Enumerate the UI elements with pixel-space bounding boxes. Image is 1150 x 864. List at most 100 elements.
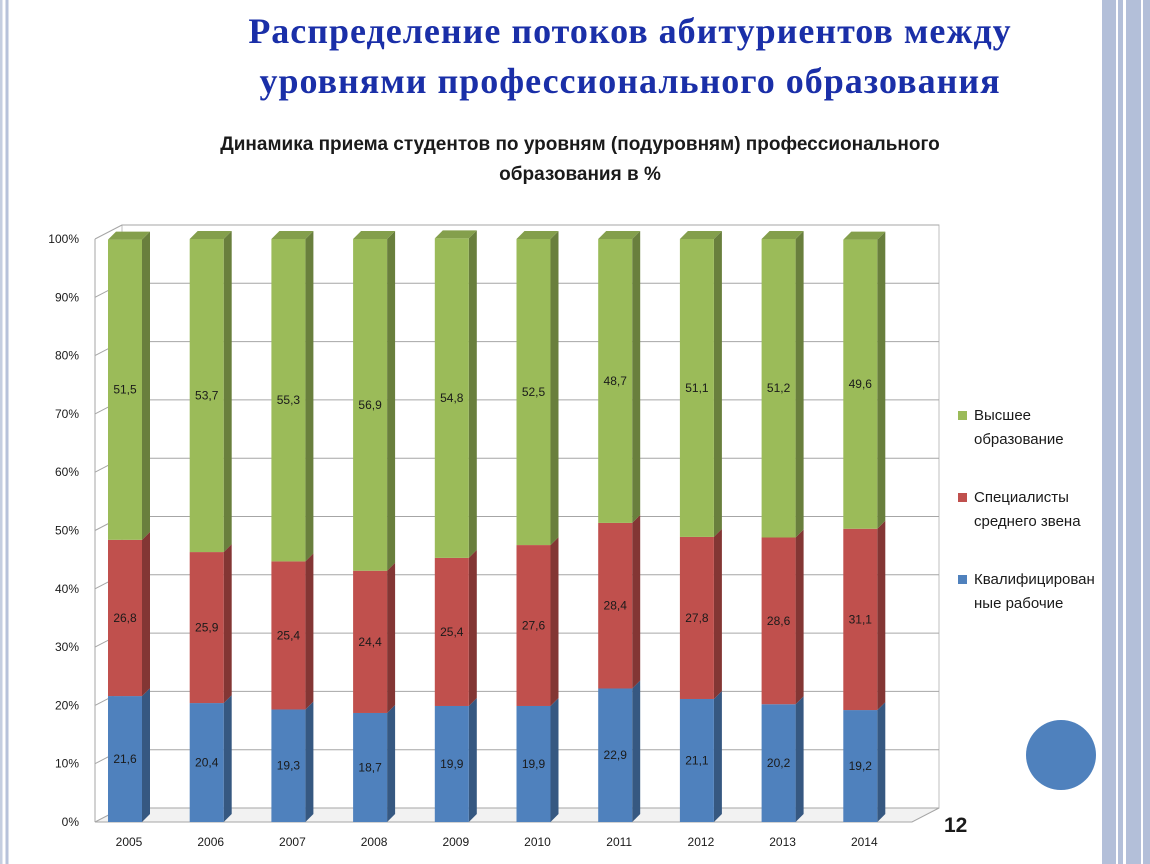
bar-side-2 [713, 231, 722, 537]
bar-side-2 [550, 231, 559, 546]
y-tick-label: 70% [55, 407, 79, 421]
bar-side-0 [877, 702, 886, 822]
bar-side-1 [795, 529, 804, 705]
page-number: 12 [944, 814, 968, 837]
x-tick-label: 2005 [116, 835, 143, 849]
bar-side-0 [142, 688, 150, 822]
x-tick-label: 2008 [361, 835, 388, 849]
bar-segment [679, 239, 714, 537]
data-label: 53,7 [195, 389, 219, 403]
bar-side-2 [142, 231, 150, 540]
bar-side-2 [877, 231, 886, 529]
bar-top [761, 231, 804, 239]
gridline-side [94, 224, 123, 240]
bar-segment [108, 539, 142, 697]
data-label: 28,6 [767, 614, 791, 628]
bar-segment [598, 688, 633, 822]
legend-label: среднего звена [974, 513, 1081, 530]
y-tick-label: 80% [55, 349, 79, 363]
data-label: 49,6 [849, 377, 873, 391]
bar-segment [434, 557, 469, 706]
data-label: 22,9 [604, 748, 628, 762]
bar-segment [271, 709, 306, 822]
bar-segment [761, 239, 796, 538]
bar-segment [598, 239, 633, 523]
y-tick-label: 40% [55, 582, 79, 596]
bar-segment [516, 545, 551, 706]
bar-top [843, 231, 886, 240]
data-label: 56,9 [358, 398, 382, 412]
slide-title-line-1: Распределение потоков абитуриентов между [248, 11, 1012, 51]
x-tick-label: 2012 [688, 835, 715, 849]
data-label: 21,1 [685, 753, 709, 767]
legend-label: ные рабочие [974, 595, 1063, 612]
bar-segment [761, 704, 796, 822]
bar-top [598, 231, 641, 239]
x-tick-label: 2013 [769, 835, 796, 849]
y-tick-label: 0% [62, 815, 80, 829]
data-label: 19,9 [522, 757, 546, 771]
chart-title-line-1: Динамика приема студентов по уровням (по… [220, 134, 940, 155]
bar-segment [843, 528, 878, 711]
x-tick-label: 2007 [279, 835, 306, 849]
data-label: 51,1 [685, 381, 709, 395]
bar-side-2 [632, 231, 641, 523]
y-tick-label: 50% [55, 524, 79, 538]
data-label: 20,2 [767, 756, 791, 770]
bar-side-0 [550, 697, 559, 822]
bar-segment [516, 705, 551, 822]
bar-segment [189, 239, 224, 553]
bar-top [108, 231, 150, 240]
bar-top [679, 231, 722, 239]
data-label: 25,4 [440, 625, 464, 639]
bar-side-2 [795, 231, 804, 538]
bar-segment [843, 710, 878, 822]
bar-top [516, 231, 559, 239]
data-label: 27,6 [522, 619, 546, 633]
bar-segment [271, 561, 306, 710]
y-tick-label: 90% [55, 290, 79, 304]
bar-top [271, 231, 314, 239]
x-tick-label: 2011 [606, 835, 632, 849]
legend-label: Специалисты [974, 489, 1069, 506]
bar-segment [271, 239, 306, 562]
x-tick-label: 2006 [197, 835, 224, 849]
bar-side-0 [795, 696, 804, 822]
data-label: 20,4 [195, 756, 219, 770]
bar-side-1 [305, 553, 314, 710]
bar-side-1 [713, 528, 722, 699]
y-tick-label: 60% [55, 465, 79, 479]
y-tick-label: 10% [55, 757, 79, 771]
bar-side-1 [877, 520, 886, 711]
data-label: 21,6 [113, 752, 137, 766]
bar-segment [843, 239, 878, 529]
slide-frame-left [0, 0, 12, 864]
chart-title-line-2: образования в % [499, 164, 661, 185]
bar-segment [353, 239, 388, 571]
data-label: 52,5 [522, 385, 546, 399]
bar-top [189, 231, 232, 239]
x-tick-label: 2010 [524, 835, 551, 849]
bar-side-0 [468, 697, 477, 822]
x-tick-label: 2014 [851, 835, 878, 849]
data-label: 24,4 [358, 635, 382, 649]
bar-side-1 [142, 531, 150, 697]
slide-title: Распределение потоков абитуриентов между… [150, 6, 1110, 106]
bar-side-2 [387, 231, 396, 571]
bar-side-0 [223, 695, 232, 822]
bar-side-2 [223, 231, 232, 553]
data-label: 51,5 [113, 383, 137, 397]
bar-segment [598, 522, 633, 689]
legend-label: Высшее [974, 407, 1031, 424]
bar-segment [434, 238, 469, 558]
bar-segment [761, 537, 796, 705]
legend-label: образование [974, 431, 1064, 448]
y-tick-label: 20% [55, 698, 79, 712]
stacked-bar-chart: 0% 10% 20% 30% 40% 50% 60% 70% 80% 90% 100% 21,6 26,… [48, 224, 1095, 849]
bar-top [434, 230, 477, 239]
bar-segment [108, 696, 142, 822]
bar-segment [189, 703, 224, 822]
y-tick-label: 100% [48, 232, 79, 246]
bar-segment [679, 536, 714, 699]
bar-segment [189, 552, 224, 704]
